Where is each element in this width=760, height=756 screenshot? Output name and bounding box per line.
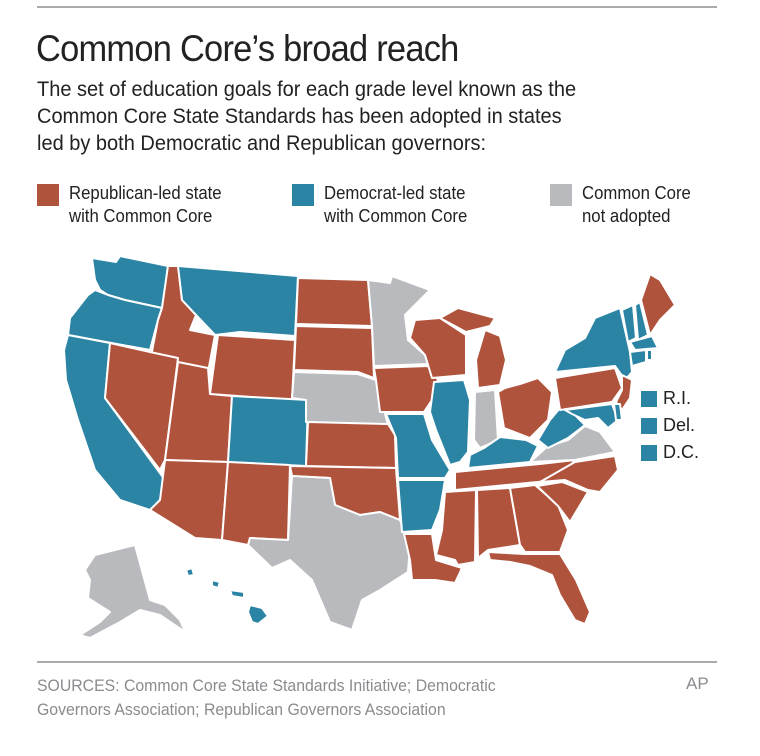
state-mi [475,329,507,389]
ri-swatch [641,390,657,407]
state-hi-big [247,604,269,625]
credit: AP [686,674,709,693]
legend: Republican-led state with Common Core De… [37,182,737,232]
legend-item-republican: Republican-led state with Common Core [37,182,233,228]
state-nh [634,301,649,341]
inset-item-ri: R.I. [641,385,699,412]
state-co [227,395,309,467]
sources-line: Governors Association; Republican Govern… [37,700,446,719]
subtitle: The set of education goals for each grad… [37,76,707,157]
subtitle-line: The set of education goals for each grad… [37,77,577,101]
us-map [63,255,676,639]
state-wv [537,407,586,449]
state-sc [536,481,589,523]
state-il [429,379,471,466]
state-oh [497,377,553,439]
inset-item-dc: D.C. [641,439,699,466]
state-hi-3 [229,589,245,599]
state-tx [247,475,411,631]
state-la [403,533,463,584]
legend-item-democrat: Democrat-led state with Common Core [292,182,478,228]
state-hi-2 [211,579,221,589]
state-ri [646,349,653,361]
state-ne [291,371,389,426]
subtitle-line: Common Core State Standards has been ado… [37,104,562,128]
legend-item-not-adopted: Common Core not adopted [550,182,699,228]
bottom-rule [37,661,717,663]
state-de [613,403,623,421]
inset-label: D.C. [663,442,699,462]
sources-line: SOURCES: Common Core State Standards Ini… [37,676,496,695]
democrat-swatch [292,184,314,206]
state-sd [293,325,375,379]
state-mt [177,265,299,337]
state-vt [621,304,637,343]
state-ak [79,544,186,639]
state-al [476,487,521,559]
legend-label: with Common Core [324,206,468,226]
top-rule [37,6,717,8]
page-title: Common Core’s broad reach [36,28,459,69]
state-nj [615,374,633,411]
state-ia [373,365,439,413]
state-or [67,289,163,351]
legend-label: Common Core [582,183,691,203]
state-md [564,403,619,429]
state-nc [539,455,619,493]
state-fl [487,551,591,625]
state-nd [295,277,373,327]
state-ks [305,421,397,469]
del-swatch [641,417,657,434]
state-mo [385,413,451,479]
state-ky [467,436,539,469]
state-nm [221,461,291,546]
state-in [473,389,499,449]
state-hi-1 [185,567,195,577]
small-states-legend: R.I. Del. D.C. [641,385,699,466]
state-pa [554,367,623,411]
state-ny [554,307,633,381]
dc-swatch [641,444,657,461]
sources: SOURCES: Common Core State Standards Ini… [37,674,496,722]
state-me [640,273,676,336]
subtitle-line: led by both Democratic and Republican go… [37,131,487,155]
legend-label: Democrat-led state [324,183,466,203]
inset-label: Del. [663,415,696,435]
state-ma [629,335,659,351]
legend-label: Republican-led state [69,183,222,203]
state-mn [367,275,431,367]
state-wy [209,334,296,401]
state-ct [629,349,647,367]
state-mi-up [439,307,496,333]
republican-swatch [37,184,59,206]
inset-label: R.I. [663,388,692,408]
legend-label: with Common Core [69,206,213,226]
inset-item-del: Del. [641,412,699,439]
legend-label: not adopted [582,206,671,226]
state-az [149,459,229,541]
state-ms [435,489,477,566]
state-ar [397,479,446,533]
not-adopted-swatch [550,184,572,206]
